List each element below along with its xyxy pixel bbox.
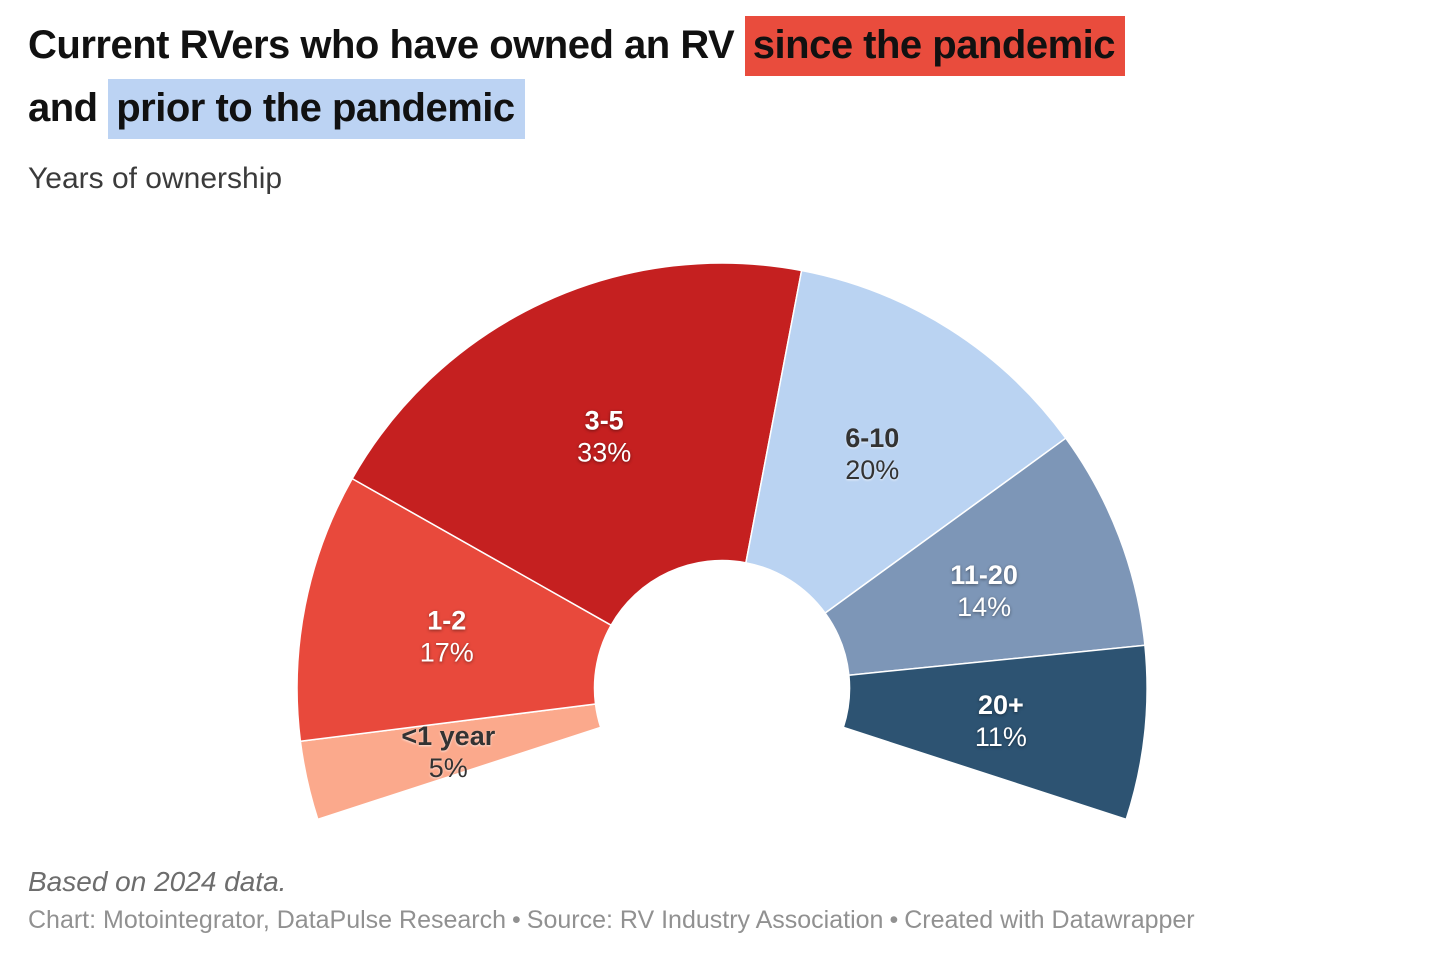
donut-segment-3-5[interactable]	[351, 262, 803, 626]
segment-label-3-5: 3-5	[585, 406, 624, 436]
segment-value-11-20: 14%	[957, 592, 1011, 622]
segment-value-3-5: 33%	[577, 438, 631, 468]
credit-source: Source: RV Industry Association	[526, 906, 884, 934]
donut-segment-20plus[interactable]	[842, 644, 1148, 821]
donut-segment-11-20[interactable]	[824, 437, 1146, 676]
title-text-1: Current RVers who have owned an RV	[28, 23, 745, 67]
segment-value-1-year: 5%	[429, 753, 468, 783]
donut-segment-6-10[interactable]	[745, 269, 1067, 614]
donut-segment-1-2[interactable]	[296, 477, 612, 743]
segment-label-11-20: 11-20	[950, 560, 1018, 590]
title-highlight-prior: prior to the pandemic	[108, 79, 525, 139]
title-text-2: and	[28, 86, 109, 130]
credit-datawrapper[interactable]: Created with Datawrapper	[904, 906, 1195, 934]
segment-value-20plus: 11%	[975, 722, 1027, 752]
title-line-2: and prior to the pandemic	[28, 77, 1418, 140]
segment-label-20plus: 20+	[978, 690, 1024, 720]
segment-value-1-2: 17%	[420, 638, 474, 668]
title-highlight-since: since the pandemic	[744, 16, 1126, 76]
credit-separator: •	[512, 906, 521, 934]
credit-chart: Chart: Motointegrator, DataPulse Researc…	[28, 906, 507, 934]
segment-label-1-2: 1-2	[427, 606, 466, 636]
chart-subtitle: Years of ownership	[28, 162, 283, 195]
credit-separator: •	[889, 906, 899, 934]
title-line-1: Current RVers who have owned an RV since…	[28, 14, 1418, 77]
footnote: Based on 2024 data.	[28, 866, 287, 897]
segment-value-6-10: 20%	[845, 455, 899, 485]
segment-label-6-10: 6-10	[845, 423, 899, 453]
chart-title: Current RVers who have owned an RV since…	[28, 14, 1418, 140]
credit-line: Chart: Motointegrator, DataPulse Researc…	[28, 906, 1195, 935]
